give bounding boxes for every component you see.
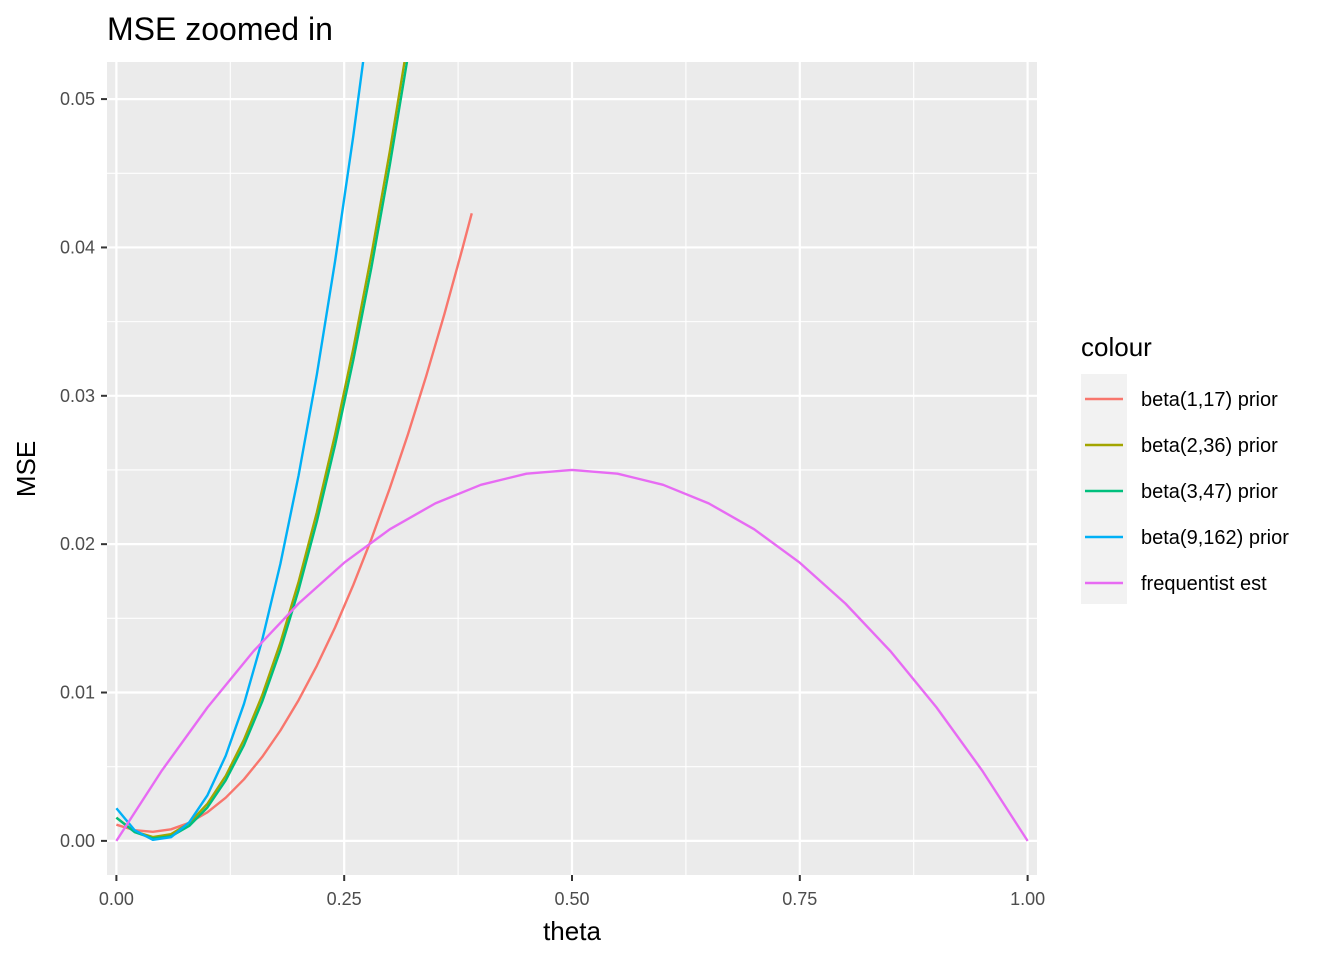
y-tick-label: 0.01 (60, 683, 95, 703)
x-axis-title: theta (543, 916, 601, 946)
legend-label: frequentist est (1141, 573, 1267, 595)
legend-key-background (1081, 374, 1127, 604)
series-line (115, 62, 365, 842)
legend-items: beta(1,17) prior beta(2,36) prior beta(3,4… (1085, 389, 1289, 595)
x-axis: 0.00 0.25 0.50 0.75 1.00 (99, 875, 1045, 909)
legend-label: beta(3,47) prior (1141, 481, 1278, 503)
y-tick-label: 0.04 (60, 237, 95, 257)
legend-title: colour (1081, 332, 1152, 362)
series-line (115, 62, 406, 839)
y-axis-title: MSE (11, 441, 41, 497)
y-tick-label: 0.00 (60, 831, 95, 851)
x-tick-label: 1.00 (1010, 889, 1045, 909)
y-tick-label: 0.05 (60, 89, 95, 109)
y-tick-label: 0.02 (60, 534, 95, 554)
series-line (115, 468, 1029, 842)
chart-title: MSE zoomed in (107, 11, 333, 47)
x-tick-label: 0.25 (327, 889, 362, 909)
legend-label: beta(9,162) prior (1141, 527, 1289, 549)
x-tick-label: 0.75 (782, 889, 817, 909)
y-axis: 0.00 0.01 0.02 0.03 0.04 0.05 (60, 89, 107, 851)
y-tick-label: 0.03 (60, 386, 95, 406)
legend-label: beta(2,36) prior (1141, 435, 1278, 457)
x-tick-label: 0.50 (554, 889, 589, 909)
x-tick-label: 0.00 (99, 889, 134, 909)
series-lines (115, 62, 1029, 842)
series-line (116, 213, 473, 834)
legend-label: beta(1,17) prior (1141, 389, 1278, 411)
